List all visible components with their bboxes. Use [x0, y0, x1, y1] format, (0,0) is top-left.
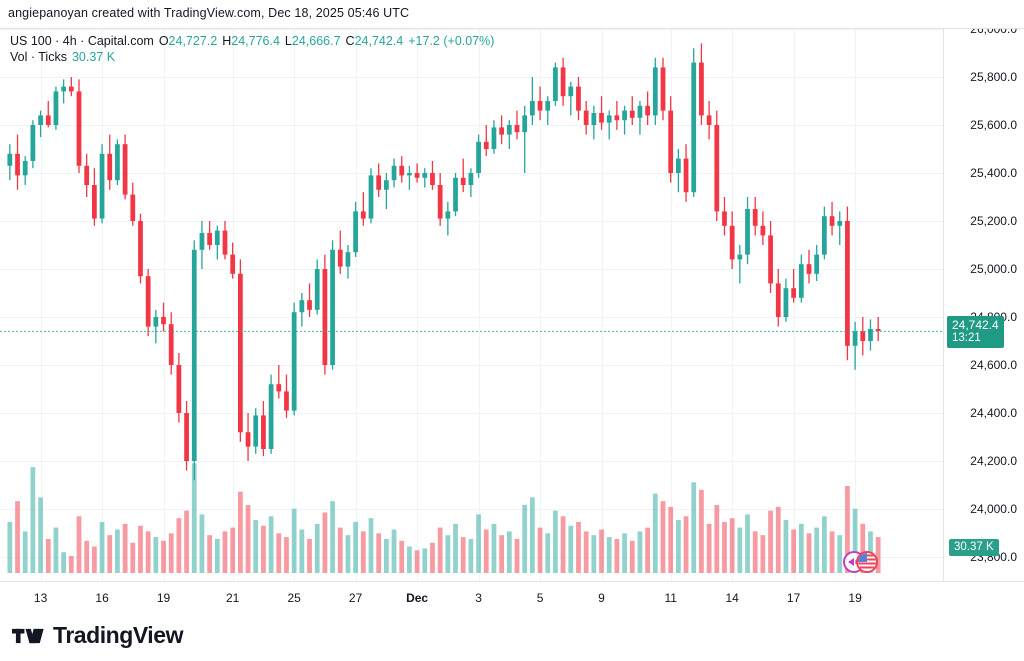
- time-tick: 25: [287, 591, 301, 605]
- time-tick: 3: [475, 591, 482, 605]
- time-tick: 9: [598, 591, 605, 605]
- price-tick: 24,400.0: [970, 406, 1017, 420]
- time-tick: 13: [33, 591, 48, 605]
- price-tick: 25,000.0: [970, 262, 1017, 276]
- volume-value-badge: 30.37 K: [949, 539, 999, 556]
- time-tick: 11: [664, 591, 677, 605]
- price-tick: 25,400.0: [970, 166, 1017, 180]
- time-tick: 27: [348, 591, 363, 605]
- chart-frame: US 100 · 4h · Capital.com O24,727.2 H24,77…: [0, 28, 1024, 610]
- price-tick: 24,200.0: [970, 454, 1017, 468]
- time-tick: 5: [536, 591, 544, 605]
- time-tick: 19: [156, 591, 171, 605]
- time-tick: 16: [95, 591, 109, 605]
- chart-plot-area[interactable]: [0, 29, 944, 581]
- time-tick: 21: [226, 591, 240, 605]
- time-tick: 14: [725, 591, 739, 605]
- price-tick: 24,000.0: [970, 502, 1017, 516]
- attribution-text: angiepanoyan created with TradingView.co…: [8, 6, 410, 20]
- price-tick: 24,600.0: [970, 358, 1017, 372]
- candlestick-series: [0, 43, 943, 573]
- tradingview-logo: TradingView: [12, 622, 183, 649]
- time-tick: Dec: [406, 591, 429, 605]
- time-scale[interactable]: 13 16 19 21 25 27 Dec 3 5 9 11 14 17 19: [0, 581, 1024, 611]
- price-tick: 26,000.0: [970, 29, 1017, 36]
- footer: TradingView: [0, 610, 1024, 661]
- time-tick: 17: [786, 591, 801, 605]
- current-price-badge: 24,742.4 13:21: [947, 316, 1004, 349]
- tradingview-mark-icon: [12, 628, 44, 643]
- price-tick: 25,200.0: [970, 214, 1017, 228]
- price-scale[interactable]: 26,000.0 25,800.0 25,600.0 25,400.0 25,200.0…: [944, 29, 1024, 581]
- current-time-label: 13:21: [952, 332, 981, 345]
- price-tick: 25,600.0: [970, 118, 1017, 132]
- tradingview-wordmark: TradingView: [53, 622, 183, 648]
- time-tick: 19: [848, 591, 862, 605]
- price-tick: 25,800.0: [970, 70, 1017, 84]
